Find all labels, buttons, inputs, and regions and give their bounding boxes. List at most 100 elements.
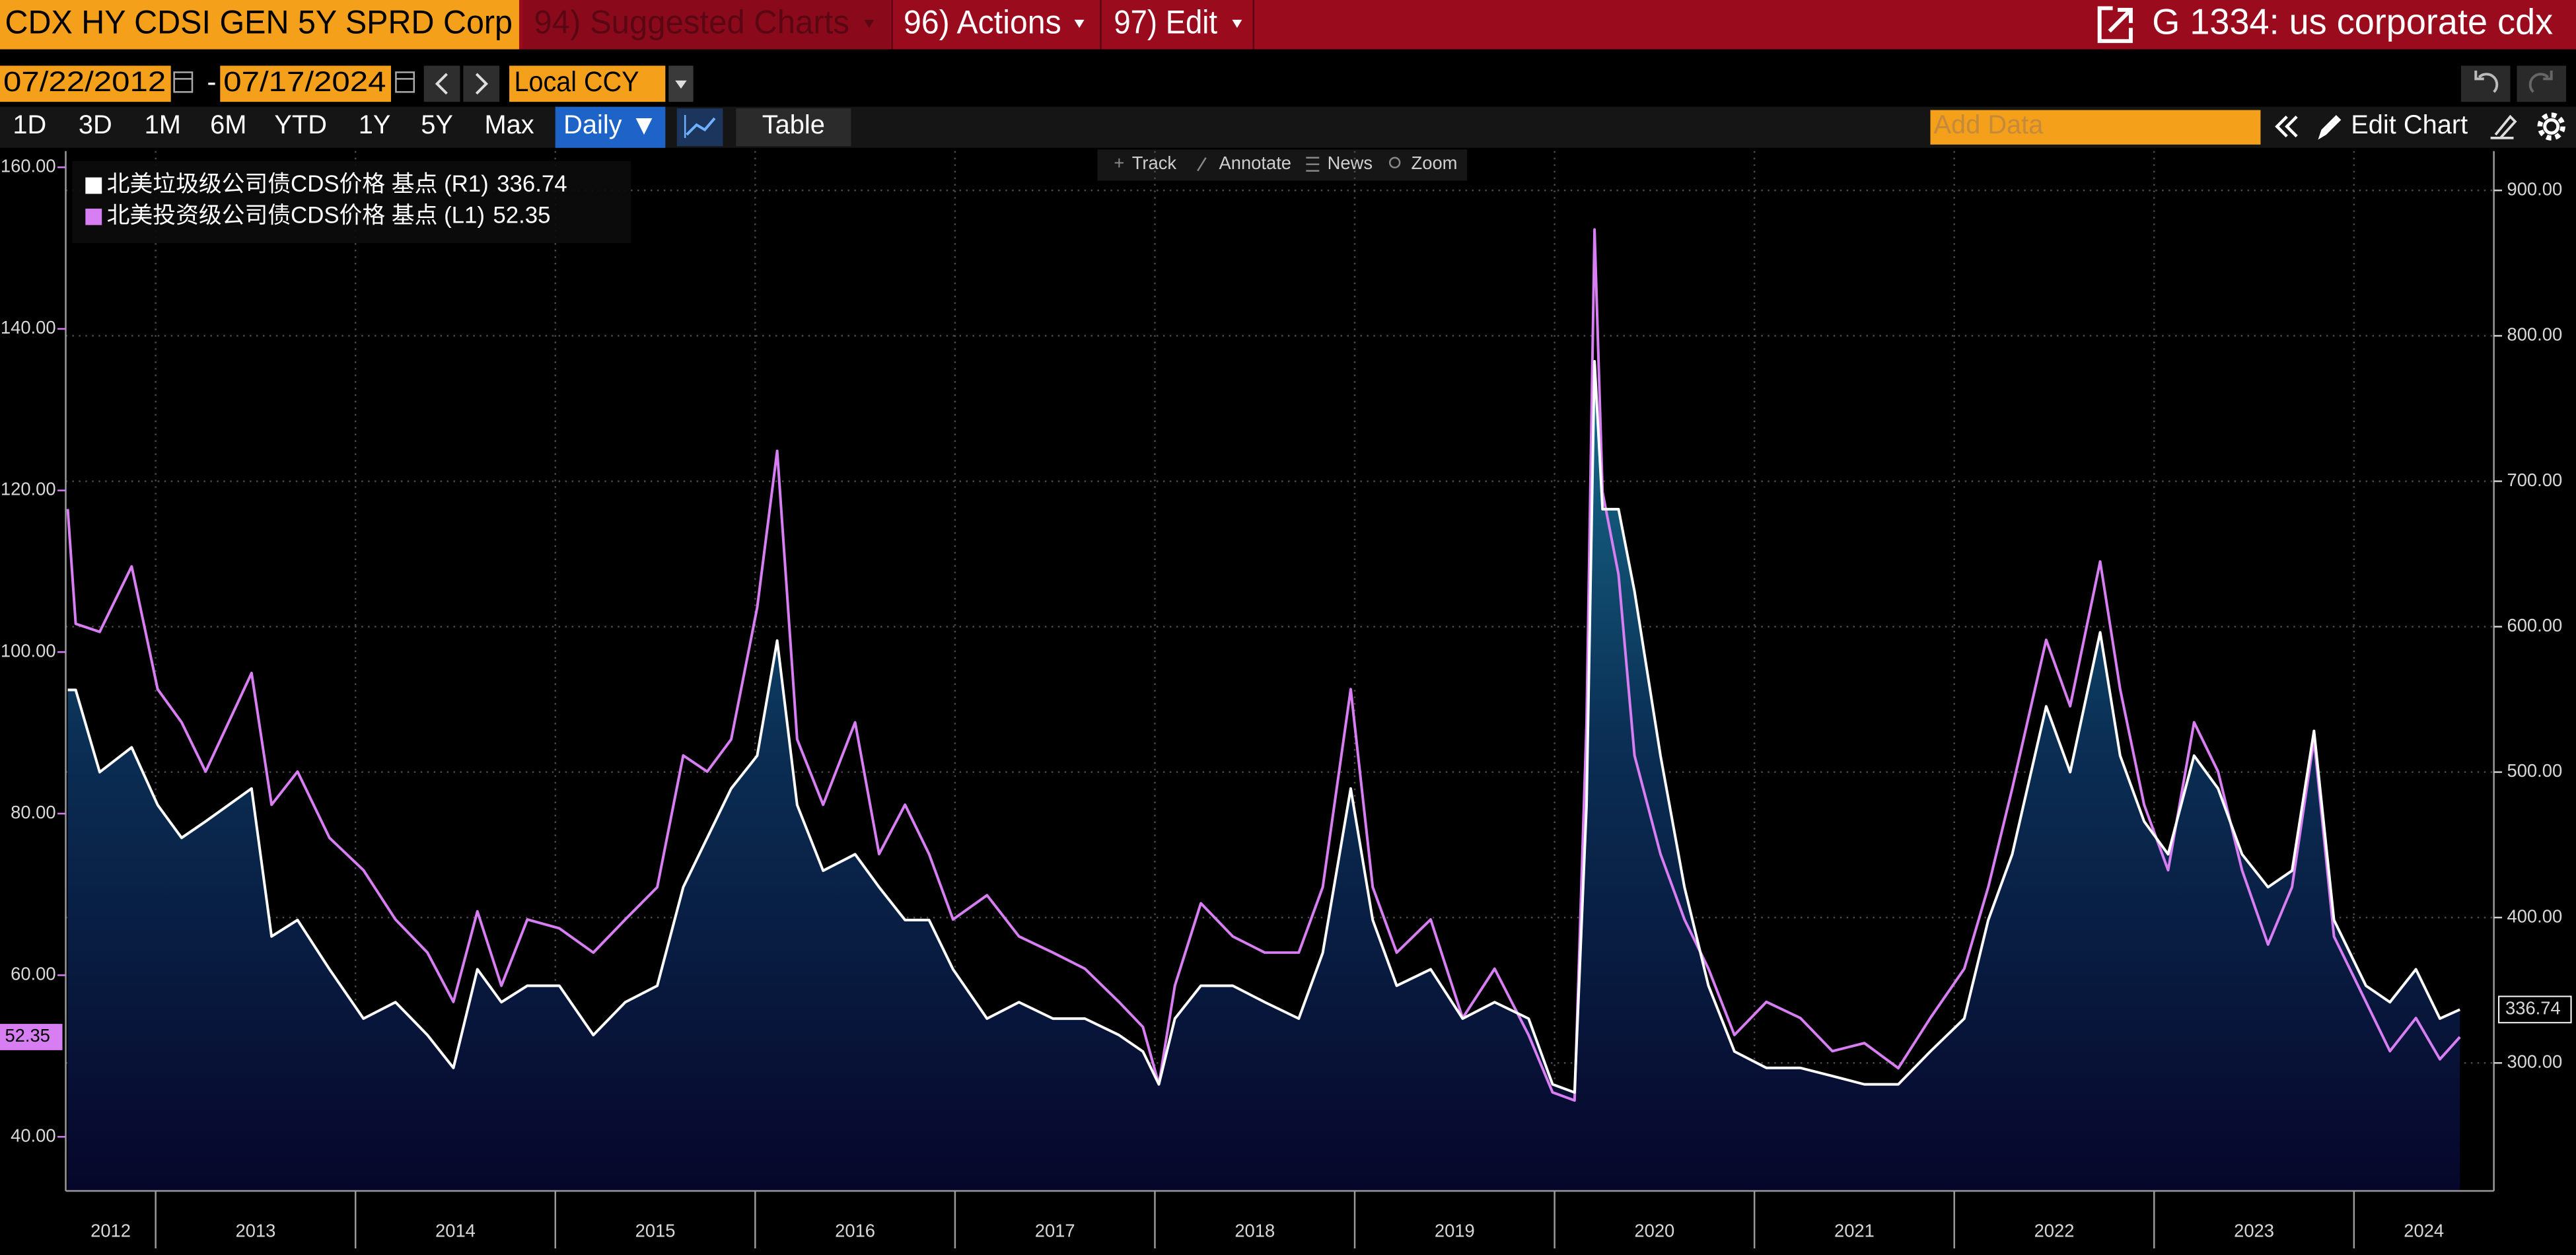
security-box[interactable] [0, 0, 519, 50]
next-icon [475, 73, 489, 95]
y2-tick-label: 600.00 [2507, 615, 2563, 635]
dropdown-arrow [1074, 19, 1085, 28]
y-tick-label: 140.00 [1, 317, 56, 338]
legend-entry: 北美投资级公司债CDS价格 基点 (L1) 52.35 [107, 202, 551, 228]
period-button[interactable]: YTD [274, 110, 327, 139]
legend-name: 北美垃圾级公司债CDS价格 基点 (R1) [107, 171, 489, 197]
menu-label[interactable]: 94) Suggested Charts [534, 3, 849, 40]
table-label[interactable]: Table [762, 110, 825, 139]
legend-name: 北美投资级公司债CDS价格 基点 (L1) [107, 202, 485, 228]
chart: 40.00 60.00 80.00 100.00 120.00 140.00 160.00 3… [0, 151, 2572, 1249]
y2-tick-label: 400.00 [2507, 906, 2563, 926]
last-value: 336.74 [2505, 998, 2561, 1019]
add-data-placeholder[interactable]: Add Data [1933, 110, 2044, 139]
y2-tick-label: 500.00 [2507, 760, 2563, 781]
tool-icon [1197, 157, 1207, 172]
x-tick-label: 2020 [1634, 1220, 1674, 1240]
x-tick-label: 2015 [635, 1220, 676, 1240]
tool-button[interactable]: Zoom [1412, 153, 1458, 173]
x-tick-label: 2014 [435, 1220, 476, 1240]
y-tick-label: 160.00 [1, 155, 56, 176]
x-tick-label: 2017 [1035, 1220, 1075, 1240]
start-date[interactable]: 07/22/2012 [3, 66, 166, 97]
undo-icon [2474, 70, 2499, 93]
collapse-icon[interactable] [2275, 115, 2298, 137]
period-button[interactable]: 6M [210, 110, 246, 139]
x-tick-label: 2019 [1435, 1220, 1475, 1240]
y2-tick-label: 300.00 [2507, 1051, 2563, 1071]
tool-icon: + [1114, 153, 1124, 173]
frequency-label[interactable]: Daily [563, 110, 622, 139]
last-value-box [2498, 995, 2572, 1024]
period-button[interactable]: Max [484, 110, 534, 139]
period-button[interactable]: 5Y [421, 110, 453, 139]
redo-button[interactable] [2517, 65, 2567, 102]
last-value: 52.35 [5, 1025, 50, 1046]
period-button[interactable]: 3D [79, 110, 112, 139]
line [66, 228, 2461, 1102]
edit-chart-button[interactable]: Edit Chart [2351, 110, 2468, 139]
end-date[interactable]: 07/17/2024 [223, 66, 386, 97]
x-tick-label: 2021 [1834, 1220, 1875, 1240]
undo-button[interactable] [2460, 65, 2511, 102]
y-tick-label: 60.00 [11, 964, 55, 984]
dropdown-arrow [1232, 19, 1242, 28]
chart-tools [1097, 149, 1468, 181]
prev-button[interactable] [423, 65, 460, 102]
period-button[interactable]: 1M [145, 110, 181, 139]
tool-icon [1306, 157, 1320, 172]
add-data-field[interactable] [1930, 110, 2261, 145]
y-tick-label: 80.00 [11, 802, 55, 822]
pencil-icon [2318, 115, 2342, 140]
y-tick-label: 120.00 [1, 479, 56, 499]
dropdown-arrow [864, 19, 875, 28]
redo-icon [2528, 70, 2553, 93]
tool-icon [1388, 157, 1401, 168]
x-tick-label: 2012 [90, 1220, 131, 1240]
y-tick-label: 100.00 [1, 640, 56, 661]
chart-type-icon [686, 117, 716, 136]
tool-button[interactable]: News [1328, 153, 1373, 173]
table-button[interactable] [736, 108, 851, 147]
edit-icon[interactable] [2490, 114, 2517, 139]
x-tick-label: 2022 [2034, 1220, 2075, 1240]
end-date-field[interactable] [220, 65, 391, 102]
y2-tick-label: 900.00 [2507, 178, 2563, 199]
legend-value: 52.35 [493, 202, 550, 228]
settings-icon[interactable] [2537, 112, 2565, 141]
dropdown-arrow [635, 118, 653, 135]
menu-label[interactable]: 97) Edit [1114, 3, 1217, 40]
menu-suggested[interactable] [522, 0, 891, 50]
legend-box [72, 161, 631, 244]
y2-tick-label: 800.00 [2507, 324, 2563, 345]
currency-field[interactable] [509, 65, 666, 102]
last-value-box [0, 1024, 63, 1050]
x-tick-label: 2018 [1234, 1220, 1275, 1240]
currency[interactable]: Local CCY [515, 66, 639, 97]
calendar-icon[interactable] [173, 71, 194, 93]
legend-entry: 北美垃圾级公司债CDS价格 基点 (R1) 336.74 [107, 171, 567, 197]
x-tick-label: 2016 [835, 1220, 875, 1240]
tool-button[interactable]: Track [1132, 153, 1177, 173]
tool-button[interactable]: Annotate [1219, 153, 1291, 173]
area [67, 361, 2460, 1192]
period-button[interactable]: 1Y [359, 110, 391, 139]
page-title: G 1334: us corporate cdx [2152, 1, 2553, 42]
launch-icon[interactable] [2097, 6, 2133, 44]
y2-tick-label: 700.00 [2507, 470, 2563, 490]
date-separator: - [207, 66, 216, 97]
security-name[interactable]: CDX HY CDSI GEN 5Y SPRD Corp [5, 3, 513, 40]
start-date-field[interactable] [0, 65, 171, 102]
period-button[interactable]: 1D [13, 110, 46, 139]
next-button[interactable] [463, 65, 500, 102]
calendar-icon[interactable] [395, 71, 415, 93]
legend-value: 336.74 [497, 171, 567, 197]
y-tick-label: 40.00 [11, 1125, 55, 1145]
dropdown-arrow [675, 80, 687, 89]
x-tick-label: 2024 [2404, 1220, 2444, 1240]
menu-label[interactable]: 96) Actions [904, 3, 1061, 40]
prev-icon [435, 73, 448, 95]
x-tick-label: 2013 [236, 1220, 276, 1240]
